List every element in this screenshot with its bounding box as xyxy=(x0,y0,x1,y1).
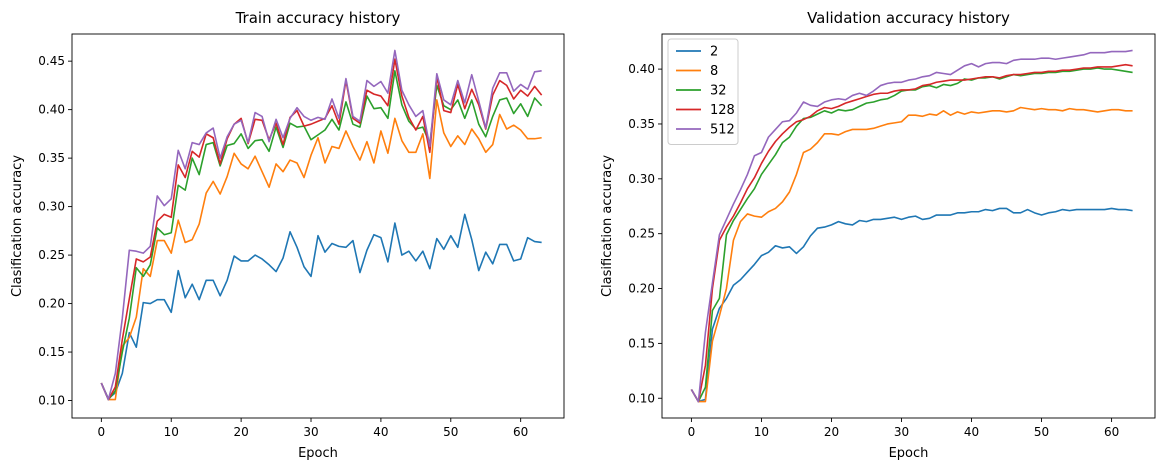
legend-entry-2: 2 xyxy=(710,45,718,60)
x-tick-label: 0 xyxy=(98,425,106,439)
y-tick-label: 0.30 xyxy=(628,172,655,186)
x-tick-label: 10 xyxy=(754,425,769,439)
x-tick-label: 60 xyxy=(513,425,528,439)
chart-title: Train accuracy history xyxy=(235,9,401,27)
x-tick-label: 40 xyxy=(373,425,388,439)
y-tick-label: 0.25 xyxy=(628,227,655,241)
y-tick-label: 0.25 xyxy=(38,248,65,262)
x-tick-label: 60 xyxy=(1104,425,1119,439)
legend-entry-512: 512 xyxy=(710,123,735,138)
series-line-128 xyxy=(100,58,543,401)
series-line-2 xyxy=(100,213,542,400)
x-tick-label: 30 xyxy=(303,425,318,439)
y-tick-label: 0.30 xyxy=(38,200,65,214)
legend-entry-32: 32 xyxy=(710,84,727,99)
x-tick-label: 10 xyxy=(164,425,179,439)
y-tick-label: 0.45 xyxy=(38,54,65,68)
train-accuracy-panel: 0 10 20 30 40 50 60 0.10 0.15 0.20 0.25 0.30 0.35 0.4… xyxy=(10,9,565,461)
series-line-8 xyxy=(690,106,1133,403)
x-tick-label: 40 xyxy=(964,425,979,439)
y-tick-label: 0.35 xyxy=(628,117,655,131)
y-tick-label: 0.10 xyxy=(628,391,655,405)
axes-frame xyxy=(71,33,565,419)
legend-entry-8: 8 xyxy=(710,64,718,79)
series-line-512 xyxy=(100,49,542,401)
validation-accuracy-panel: 0 10 20 30 40 50 60 0.10 0.15 0.20 0.25 0.30 0.35 0.4… xyxy=(600,9,1156,461)
series-line-8 xyxy=(100,99,542,401)
x-tick-label: 50 xyxy=(443,425,458,439)
y-tick-label: 0.20 xyxy=(38,297,65,311)
x-tick-label: 30 xyxy=(894,425,909,439)
y-tick-label: 0.10 xyxy=(38,394,65,408)
x-axis-label: Epoch xyxy=(889,446,929,461)
series-line-32 xyxy=(100,70,543,401)
chart-title: Validation accuracy history xyxy=(807,9,1010,27)
x-tick-label: 20 xyxy=(233,425,248,439)
y-tick-label: 0.15 xyxy=(628,336,655,350)
legend-entry-128: 128 xyxy=(710,103,735,118)
y-tick-label: 0.15 xyxy=(38,345,65,359)
x-tick-label: 0 xyxy=(688,425,696,439)
y-tick-label: 0.40 xyxy=(38,103,65,117)
y-tick-label: 0.40 xyxy=(628,62,655,76)
x-axis-label: Epoch xyxy=(298,446,338,461)
x-tick-label: 20 xyxy=(824,425,839,439)
series-line-128 xyxy=(690,63,1133,403)
y-tick-label: 0.35 xyxy=(38,151,65,165)
legend-box xyxy=(667,38,739,145)
series-line-512 xyxy=(690,49,1133,403)
y-axis-label: Clasification accuracy xyxy=(600,155,615,297)
y-axis-label: Clasification accuracy xyxy=(10,155,25,297)
x-tick-label: 50 xyxy=(1034,425,1049,439)
axes-frame xyxy=(661,33,1156,419)
y-tick-label: 0.20 xyxy=(628,282,655,296)
series-line-2 xyxy=(690,207,1133,403)
